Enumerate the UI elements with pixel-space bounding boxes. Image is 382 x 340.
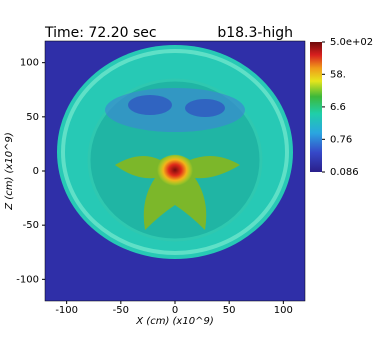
chart-title: Time: 72.20 sec bbox=[44, 25, 157, 41]
x-tick-label: -50 bbox=[113, 305, 129, 316]
x-tick-label: 100 bbox=[274, 305, 293, 316]
field-image bbox=[45, 41, 305, 301]
colorbar bbox=[310, 42, 322, 172]
hourglass-region bbox=[115, 155, 240, 230]
x-tick-label: 0 bbox=[172, 305, 178, 316]
x-axis-label: X (cm) (x10^9) bbox=[135, 316, 213, 327]
y-tick-label: 100 bbox=[20, 58, 39, 69]
colorbar-tick-label: 58. bbox=[330, 69, 346, 80]
chart-subtitle: b18.3-high bbox=[217, 25, 293, 41]
shell-edge bbox=[61, 49, 289, 255]
y-tick-label: 0 bbox=[33, 166, 39, 177]
plume bbox=[185, 99, 225, 117]
plume bbox=[128, 95, 172, 115]
colorbar-tick-label: 0.086 bbox=[330, 167, 359, 178]
core bbox=[157, 154, 193, 186]
colorbar-tick-label: 5.0e+02 bbox=[330, 37, 373, 48]
x-tick-label: -100 bbox=[55, 305, 78, 316]
colorbar-tick-label: 6.6 bbox=[330, 102, 346, 113]
y-tick-label: -100 bbox=[16, 274, 39, 285]
y-tick-label: 50 bbox=[26, 112, 39, 123]
y-axis-label: Z (cm) (x10^9) bbox=[4, 132, 15, 210]
y-tick-label: -50 bbox=[23, 220, 39, 231]
x-tick-label: 50 bbox=[223, 305, 236, 316]
colorbar-tick-label: 0.76 bbox=[330, 134, 352, 145]
